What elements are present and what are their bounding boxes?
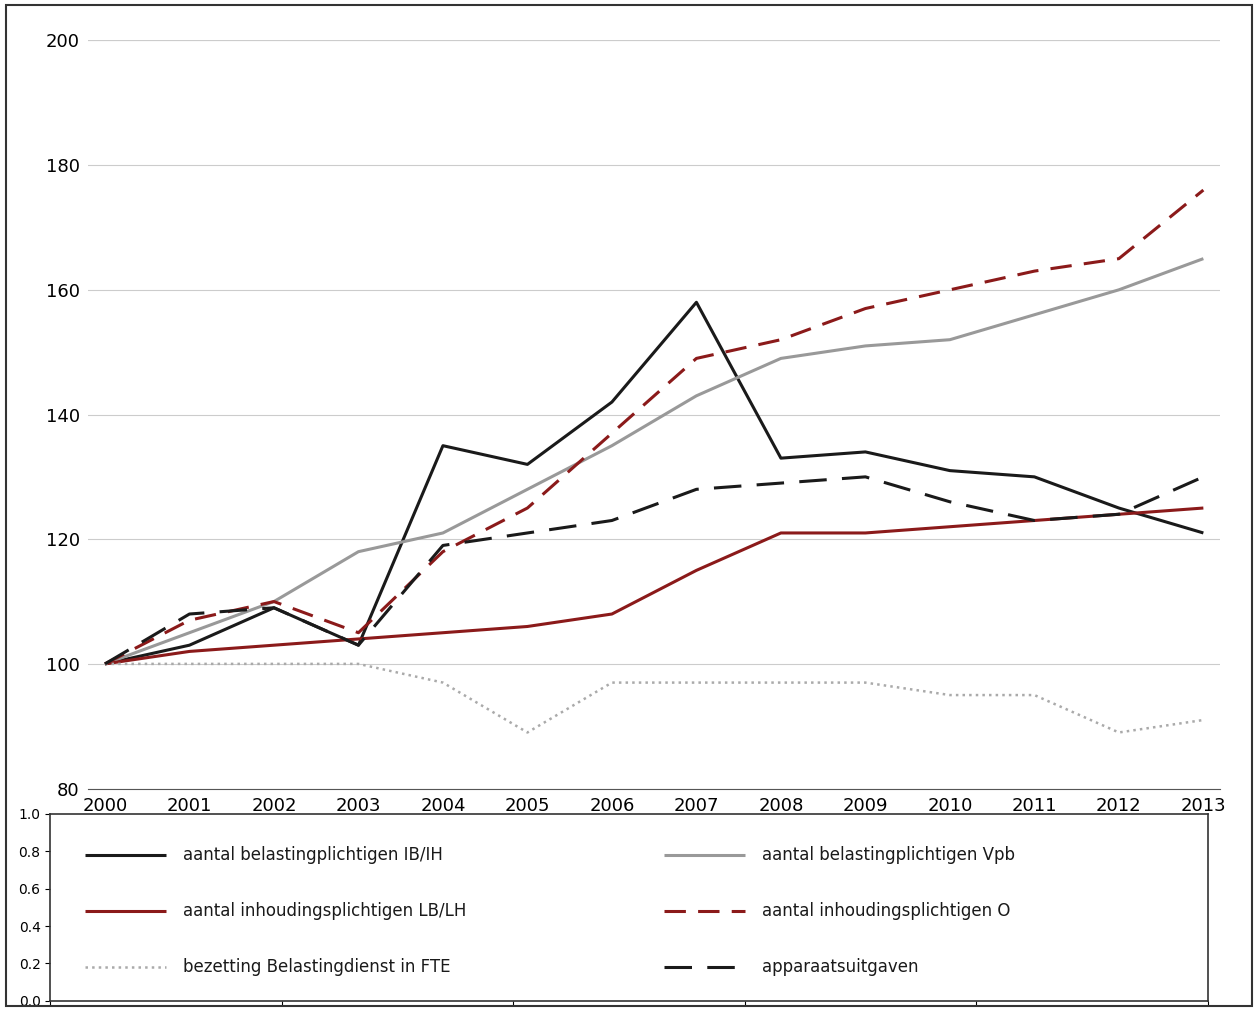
aantal inhoudingsplichtigen O	[267, 595, 282, 608]
aantal belastingplichtigen Vpb	[1111, 284, 1126, 296]
Text: apparaatsuitgaven: apparaatsuitgaven	[762, 958, 918, 977]
Text: bezetting Belastingdienst in FTE: bezetting Belastingdienst in FTE	[184, 958, 450, 977]
bezetting Belastingdienst in FTE	[1027, 690, 1042, 702]
Line: bezetting Belastingdienst in FTE: bezetting Belastingdienst in FTE	[104, 664, 1204, 732]
aantal inhoudingsplichtigen O	[1196, 184, 1211, 196]
aantal inhoudingsplichtigen LB/LH	[267, 639, 282, 651]
apparaatsuitgaven	[435, 540, 450, 552]
aantal belastingplichtigen Vpb	[1027, 308, 1042, 320]
apparaatsuitgaven	[182, 608, 198, 620]
bezetting Belastingdienst in FTE	[774, 676, 789, 688]
bezetting Belastingdienst in FTE	[267, 658, 282, 670]
aantal inhoudingsplichtigen LB/LH	[1027, 515, 1042, 527]
aantal inhoudingsplichtigen LB/LH	[604, 608, 619, 620]
bezetting Belastingdienst in FTE	[604, 676, 619, 688]
aantal inhoudingsplichtigen LB/LH	[1196, 502, 1211, 515]
aantal inhoudingsplichtigen LB/LH	[689, 564, 704, 576]
aantal inhoudingsplichtigen LB/LH	[520, 621, 535, 633]
apparaatsuitgaven	[604, 515, 619, 527]
aantal belastingplichtigen Vpb	[604, 440, 619, 452]
aantal belastingplichtigen Vpb	[942, 334, 957, 346]
aantal inhoudingsplichtigen O	[858, 302, 873, 314]
aantal inhoudingsplichtigen O	[435, 546, 450, 558]
aantal belastingplichtigen Vpb	[689, 390, 704, 402]
aantal inhoudingsplichtigen O	[774, 334, 789, 346]
aantal inhoudingsplichtigen LB/LH	[774, 527, 789, 539]
aantal inhoudingsplichtigen LB/LH	[435, 627, 450, 639]
aantal inhoudingsplichtigen LB/LH	[97, 658, 112, 670]
bezetting Belastingdienst in FTE	[351, 658, 366, 670]
aantal belastingplichtigen Vpb	[97, 658, 112, 670]
aantal belastingplichtigen Vpb	[520, 483, 535, 495]
aantal inhoudingsplichtigen O	[1027, 265, 1042, 277]
aantal belastingplichtigen IB/IH	[520, 458, 535, 470]
apparaatsuitgaven	[351, 639, 366, 651]
aantal inhoudingsplichtigen LB/LH	[351, 633, 366, 645]
apparaatsuitgaven	[1027, 515, 1042, 527]
bezetting Belastingdienst in FTE	[520, 726, 535, 738]
Line: apparaatsuitgaven: apparaatsuitgaven	[104, 477, 1204, 664]
aantal inhoudingsplichtigen O	[520, 502, 535, 515]
aantal inhoudingsplichtigen O	[1111, 253, 1126, 265]
Text: aantal inhoudingsplichtigen O: aantal inhoudingsplichtigen O	[762, 902, 1010, 920]
apparaatsuitgaven	[774, 477, 789, 489]
apparaatsuitgaven	[520, 527, 535, 539]
Line: aantal inhoudingsplichtigen LB/LH: aantal inhoudingsplichtigen LB/LH	[104, 509, 1204, 664]
Line: aantal belastingplichtigen Vpb: aantal belastingplichtigen Vpb	[104, 259, 1204, 664]
apparaatsuitgaven	[689, 483, 704, 495]
bezetting Belastingdienst in FTE	[1196, 714, 1211, 726]
bezetting Belastingdienst in FTE	[97, 658, 112, 670]
bezetting Belastingdienst in FTE	[689, 676, 704, 688]
aantal belastingplichtigen Vpb	[858, 340, 873, 352]
Text: aantal belastingplichtigen Vpb: aantal belastingplichtigen Vpb	[762, 846, 1015, 864]
aantal belastingplichtigen Vpb	[774, 353, 789, 365]
bezetting Belastingdienst in FTE	[858, 676, 873, 688]
aantal inhoudingsplichtigen LB/LH	[858, 527, 873, 539]
apparaatsuitgaven	[97, 658, 112, 670]
Line: aantal inhoudingsplichtigen O: aantal inhoudingsplichtigen O	[104, 190, 1204, 664]
aantal belastingplichtigen IB/IH	[774, 452, 789, 464]
aantal belastingplichtigen IB/IH	[604, 396, 619, 408]
aantal belastingplichtigen Vpb	[351, 546, 366, 558]
apparaatsuitgaven	[858, 471, 873, 483]
aantal belastingplichtigen Vpb	[1196, 253, 1211, 265]
Text: aantal inhoudingsplichtigen LB/LH: aantal inhoudingsplichtigen LB/LH	[184, 902, 467, 920]
aantal belastingplichtigen IB/IH	[689, 296, 704, 308]
aantal belastingplichtigen IB/IH	[858, 446, 873, 458]
apparaatsuitgaven	[267, 602, 282, 614]
aantal belastingplichtigen IB/IH	[267, 602, 282, 614]
aantal belastingplichtigen IB/IH	[1111, 502, 1126, 515]
bezetting Belastingdienst in FTE	[182, 658, 198, 670]
aantal belastingplichtigen IB/IH	[351, 639, 366, 651]
aantal belastingplichtigen IB/IH	[182, 639, 198, 651]
aantal belastingplichtigen IB/IH	[435, 440, 450, 452]
aantal inhoudingsplichtigen O	[97, 658, 112, 670]
aantal belastingplichtigen IB/IH	[1196, 527, 1211, 539]
bezetting Belastingdienst in FTE	[1111, 726, 1126, 738]
aantal inhoudingsplichtigen LB/LH	[1111, 509, 1126, 521]
aantal inhoudingsplichtigen O	[182, 615, 198, 627]
bezetting Belastingdienst in FTE	[435, 676, 450, 688]
aantal belastingplichtigen IB/IH	[97, 658, 112, 670]
aantal belastingplichtigen Vpb	[182, 627, 198, 639]
Line: aantal belastingplichtigen IB/IH: aantal belastingplichtigen IB/IH	[104, 302, 1204, 664]
aantal belastingplichtigen Vpb	[267, 595, 282, 608]
aantal inhoudingsplichtigen O	[689, 353, 704, 365]
aantal inhoudingsplichtigen LB/LH	[182, 645, 198, 657]
apparaatsuitgaven	[942, 495, 957, 508]
aantal belastingplichtigen IB/IH	[1027, 471, 1042, 483]
aantal belastingplichtigen Vpb	[435, 527, 450, 539]
apparaatsuitgaven	[1111, 509, 1126, 521]
bezetting Belastingdienst in FTE	[942, 690, 957, 702]
apparaatsuitgaven	[1196, 471, 1211, 483]
aantal inhoudingsplichtigen O	[351, 627, 366, 639]
aantal inhoudingsplichtigen LB/LH	[942, 521, 957, 533]
Text: aantal belastingplichtigen IB/IH: aantal belastingplichtigen IB/IH	[184, 846, 443, 864]
aantal inhoudingsplichtigen O	[604, 428, 619, 440]
aantal inhoudingsplichtigen O	[942, 284, 957, 296]
aantal belastingplichtigen IB/IH	[942, 465, 957, 477]
